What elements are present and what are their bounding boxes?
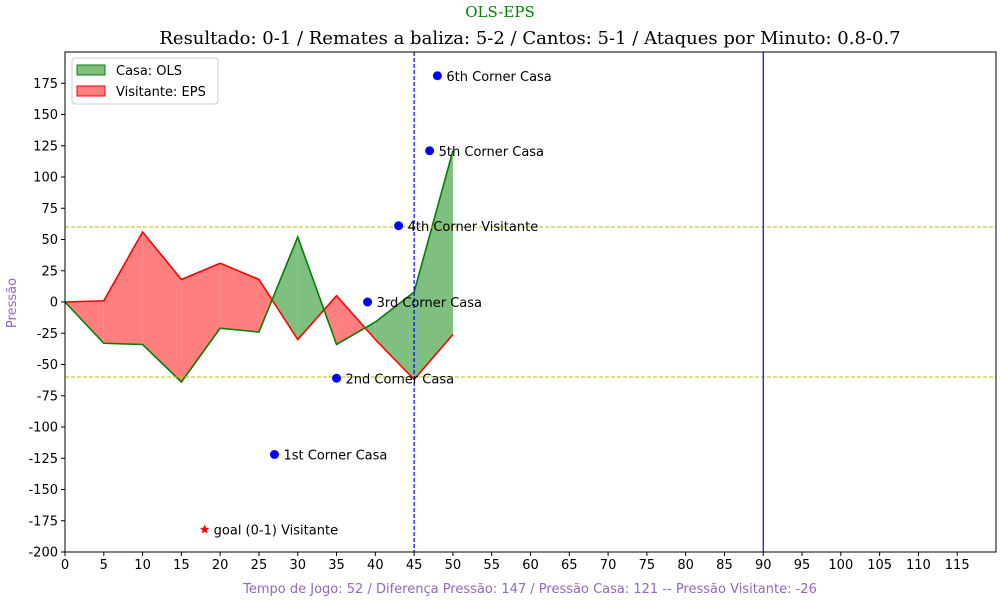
legend-swatch-home <box>76 64 106 76</box>
corner-label: 1st Corner Casa <box>283 449 387 464</box>
x-tick-label: 95 <box>794 558 811 573</box>
corner-label: 6th Corner Casa <box>446 70 551 85</box>
y-tick-label: 125 <box>33 139 58 154</box>
corner-label: 2nd Corner Casa <box>346 372 455 387</box>
y-tick-label: -100 <box>28 421 58 436</box>
x-tick-label: 100 <box>828 558 853 573</box>
corner-label: 4th Corner Visitante <box>408 220 539 235</box>
y-tick-label: -200 <box>28 546 58 561</box>
y-axis-label: Pressão <box>5 278 20 328</box>
x-tick-label: 5 <box>100 558 108 573</box>
x-axis-label: Tempo de Jogo: 52 / Diferença Pressão: 1… <box>242 582 817 597</box>
away-pressure-line <box>64 230 454 381</box>
x-tick-label: 50 <box>445 558 462 573</box>
x-tick-label: 90 <box>755 558 772 573</box>
corner-label: 3rd Corner Casa <box>377 296 482 311</box>
x-tick-label: 105 <box>867 558 892 573</box>
y-tick-label: -50 <box>37 358 58 373</box>
chart-suptitle: OLS-EPS <box>465 3 534 21</box>
away-fill-region <box>220 263 259 332</box>
corner-marker <box>332 373 342 383</box>
x-tick-label: 40 <box>367 558 384 573</box>
away-fill-region <box>258 279 273 332</box>
away-fill-region <box>336 295 366 345</box>
x-tick-label: 15 <box>173 558 190 573</box>
corner-marker <box>394 221 404 231</box>
away-fill-region <box>103 232 143 345</box>
x-tick-label: 115 <box>945 558 970 573</box>
x-tick-label: 85 <box>716 558 733 573</box>
y-tick-label: -175 <box>28 514 58 529</box>
x-tick-label: 20 <box>212 558 229 573</box>
corner-label: 5th Corner Casa <box>439 145 544 160</box>
x-tick-label: 30 <box>289 558 306 573</box>
y-tick-label: 0 <box>50 296 58 311</box>
corner-marker <box>425 146 435 156</box>
y-tick-label: -25 <box>37 327 58 342</box>
x-tick-label: 0 <box>61 558 69 573</box>
x-tick-label: 25 <box>251 558 268 573</box>
x-tick-label: 35 <box>328 558 345 573</box>
y-tick-label: 100 <box>33 171 58 186</box>
chart-legend: Casa: OLS Visitante: EPS <box>71 57 219 105</box>
x-tick-label: 75 <box>639 558 656 573</box>
x-tick-label: 55 <box>483 558 500 573</box>
legend-box <box>71 57 219 105</box>
home-pressure-line <box>64 150 454 384</box>
home-fill-region <box>272 237 298 340</box>
y-tick-label: -150 <box>28 483 58 498</box>
x-tick-label: 10 <box>134 558 151 573</box>
plot-area: 1st Corner Casa 2nd Corner Casa 3rd Corner… <box>28 51 997 573</box>
away-fill-region <box>324 295 337 345</box>
y-tick-label: 50 <box>41 233 58 248</box>
legend-swatch-away <box>76 85 106 97</box>
goal-marker <box>199 524 210 534</box>
x-tick-label: 60 <box>522 558 539 573</box>
home-fill-region <box>375 292 415 380</box>
away-fill-region <box>181 263 221 382</box>
y-tick-label: 25 <box>41 264 58 279</box>
corner-marker <box>432 71 442 81</box>
legend-label-home: Casa: OLS <box>116 64 182 79</box>
corner-marker <box>363 297 373 307</box>
y-tick-label: -75 <box>37 389 58 404</box>
away-fill-region <box>142 232 182 382</box>
x-tick-label: 110 <box>906 558 931 573</box>
x-tick-label: 65 <box>561 558 578 573</box>
home-fill-region <box>297 237 325 340</box>
y-tick-label: 75 <box>41 202 58 217</box>
x-tick-label: 45 <box>406 558 423 573</box>
home-fill-region <box>414 150 453 380</box>
goal-label: goal (0-1) Visitante <box>214 524 338 539</box>
legend-label-away: Visitante: EPS <box>116 85 206 100</box>
y-tick-label: -125 <box>28 452 58 467</box>
y-tick-label: 150 <box>33 108 58 123</box>
chart-title: Resultado: 0-1 / Remates a baliza: 5-2 /… <box>159 28 900 49</box>
x-tick-label: 80 <box>677 558 694 573</box>
y-tick-label: 175 <box>33 77 58 92</box>
x-tick-label: 70 <box>600 558 617 573</box>
home-fill-region <box>365 322 376 340</box>
corner-marker <box>269 450 279 459</box>
